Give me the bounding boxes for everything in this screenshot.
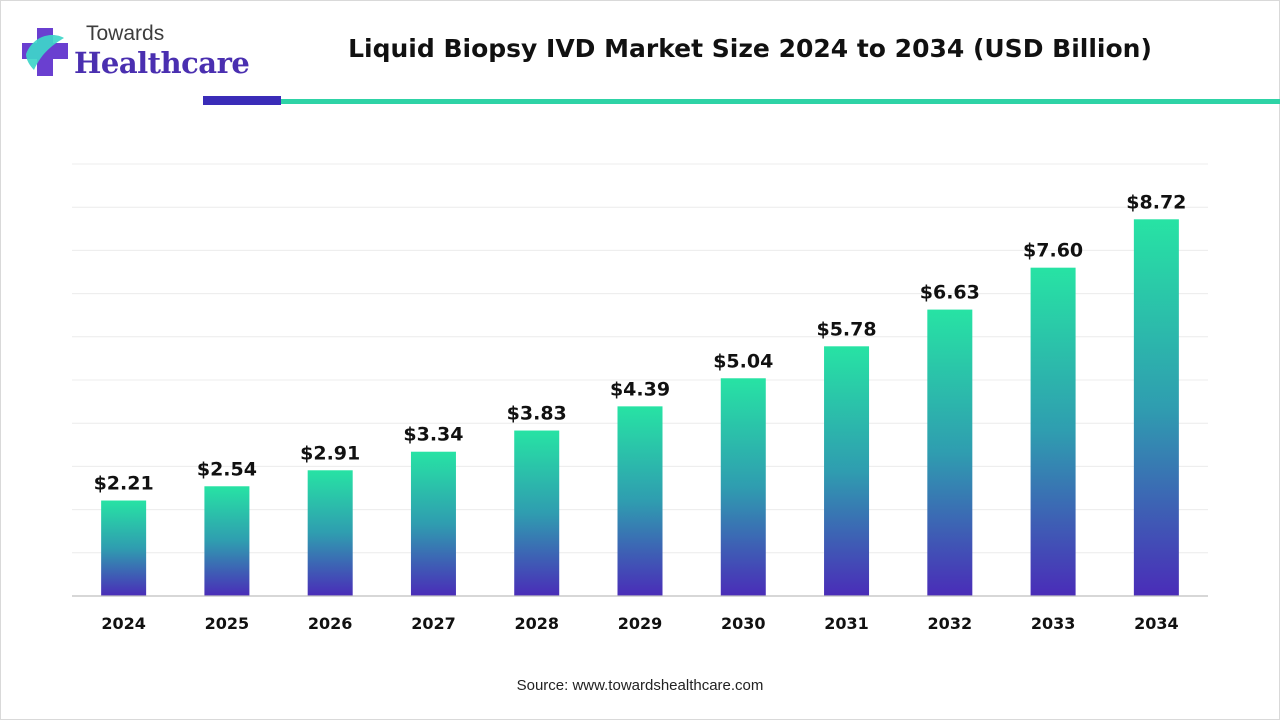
data-label-2027: $3.34 [403,424,463,446]
bar-2032 [927,309,973,596]
bar-2025 [204,486,250,596]
bar-2033 [1030,267,1076,596]
x-tick-label-2029: 2029 [618,614,663,633]
x-tick-label-2026: 2026 [308,614,353,633]
data-label-2031: $5.78 [816,318,876,340]
chart-title: Liquid Biopsy IVD Market Size 2024 to 20… [348,34,1152,63]
bar-2024 [101,500,147,596]
data-label-2029: $4.39 [610,378,670,400]
data-label-2025: $2.54 [197,458,257,480]
data-label-2034: $8.72 [1126,191,1186,213]
data-label-2030: $5.04 [713,350,773,372]
bar-2026 [307,470,353,596]
data-label-2024: $2.21 [94,473,154,495]
x-tick-label-2032: 2032 [928,614,973,633]
bar-2028 [514,430,560,596]
title-rule [281,99,1280,104]
brand-logo: Towards Healthcare [20,18,250,88]
x-tick-label-2027: 2027 [411,614,456,633]
medical-cross-icon [22,28,68,76]
x-tick-label-2033: 2033 [1031,614,1076,633]
bar-2027 [410,451,456,596]
bar-2034 [1133,219,1179,596]
x-tick-label-2025: 2025 [205,614,250,633]
title-rule-accent [203,96,281,105]
brand-name-main: Healthcare [74,46,250,80]
data-label-2032: $6.63 [920,282,980,304]
bar-2031 [824,346,870,596]
data-label-2028: $3.83 [507,403,567,425]
x-tick-label-2031: 2031 [824,614,869,633]
bar-2030 [720,378,766,596]
data-label-2026: $2.91 [300,442,360,464]
brand-name-top: Towards [86,22,165,45]
x-tick-label-2028: 2028 [514,614,559,633]
x-tick-label-2034: 2034 [1134,614,1179,633]
x-tick-label-2030: 2030 [721,614,766,633]
bar-2029 [617,406,663,596]
x-tick-label-2024: 2024 [101,614,146,633]
data-label-2033: $7.60 [1023,240,1083,262]
source-note: Source: www.towardshealthcare.com [516,677,764,694]
